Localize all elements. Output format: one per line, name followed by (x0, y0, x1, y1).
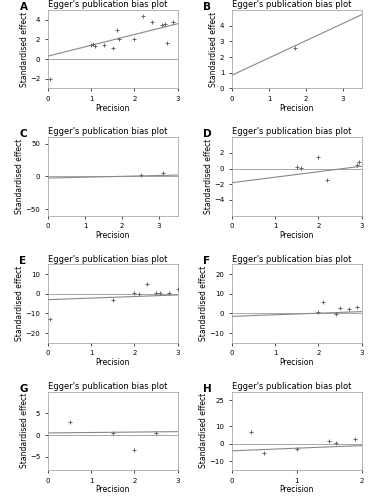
Y-axis label: Standardised effect: Standardised effect (204, 139, 213, 214)
Point (164, 40, 170, 48)
Point (170, 18, 176, 26)
Text: Egger's publication bias plot: Egger's publication bias plot (48, 254, 168, 264)
Point (159, 20, 165, 28)
Text: Egger's publication bias plot: Egger's publication bias plot (232, 254, 351, 264)
X-axis label: Precision: Precision (96, 230, 130, 239)
Text: Egger's publication bias plot: Egger's publication bias plot (232, 128, 351, 136)
Text: G: G (20, 384, 28, 394)
Point (262, 448, 268, 456)
Point (153, 289, 159, 297)
Point (333, 310, 339, 318)
Y-axis label: Standardised effect: Standardised effect (15, 139, 24, 214)
Text: B: B (203, 2, 211, 12)
Y-axis label: Standardised effect: Standardised effect (199, 266, 208, 341)
Point (116, 36, 122, 44)
Text: Egger's publication bias plot: Egger's publication bias plot (48, 128, 168, 136)
Point (90, 40, 96, 48)
Point (175, 285, 180, 293)
Point (131, 36, 137, 44)
Point (93, 42, 99, 50)
Text: A: A (20, 2, 27, 12)
Point (354, 302, 360, 310)
Y-axis label: Standardised effect: Standardised effect (20, 12, 29, 87)
Point (337, 304, 343, 312)
Point (114, 26, 120, 34)
Point (149, 18, 155, 26)
Point (157, 289, 163, 297)
Point (110, 296, 116, 304)
Text: H: H (203, 384, 212, 394)
Point (88, 42, 94, 50)
Point (131, 290, 137, 298)
Point (47, 316, 53, 324)
Text: F: F (203, 256, 211, 266)
Y-axis label: Standardised effect: Standardised effect (15, 266, 24, 341)
Point (140, 12, 146, 20)
X-axis label: Precision: Precision (280, 230, 314, 239)
X-axis label: Precision: Precision (280, 104, 314, 112)
Point (320, 298, 326, 306)
Y-axis label: Standardised effect: Standardised effect (199, 393, 208, 468)
Text: E: E (20, 256, 27, 266)
Point (324, 176, 330, 184)
Point (298, 164, 304, 172)
Point (315, 153, 321, 161)
X-axis label: Precision: Precision (96, 104, 130, 112)
Point (248, 428, 254, 436)
Point (354, 160, 360, 168)
Point (326, 437, 332, 445)
Point (67, 418, 73, 426)
Point (294, 163, 300, 171)
X-axis label: Precision: Precision (96, 485, 130, 494)
Point (131, 446, 137, 454)
X-axis label: Precision: Precision (96, 358, 130, 367)
Point (110, 429, 116, 437)
Point (101, 42, 107, 50)
Point (47, 74, 53, 82)
Text: Egger's publication bias plot: Egger's publication bias plot (232, 0, 351, 9)
Text: D: D (203, 130, 212, 140)
Point (166, 289, 172, 297)
Point (356, 158, 362, 166)
X-axis label: Precision: Precision (280, 485, 314, 494)
Point (144, 280, 150, 288)
Text: Egger's publication bias plot: Egger's publication bias plot (48, 382, 168, 390)
Point (315, 308, 321, 316)
Text: Egger's publication bias plot: Egger's publication bias plot (232, 382, 351, 390)
Point (160, 170, 166, 177)
Point (162, 20, 168, 28)
Point (352, 434, 358, 442)
Point (292, 44, 298, 52)
Point (110, 44, 116, 52)
Y-axis label: Standardised effect: Standardised effect (210, 12, 218, 87)
Text: Egger's publication bias plot: Egger's publication bias plot (48, 0, 168, 9)
Point (138, 171, 144, 179)
Text: C: C (20, 130, 27, 140)
Point (136, 290, 142, 298)
Point (346, 306, 352, 314)
X-axis label: Precision: Precision (280, 358, 314, 367)
Point (153, 429, 159, 437)
Y-axis label: Standardised effect: Standardised effect (20, 393, 29, 468)
Point (333, 439, 339, 447)
Point (294, 445, 300, 453)
